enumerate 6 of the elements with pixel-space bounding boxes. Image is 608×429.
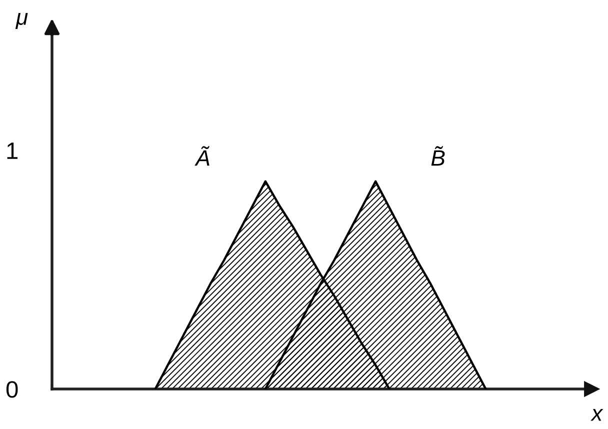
x-axis-title: x — [590, 409, 604, 421]
y-tick-label: 1 — [7, 142, 18, 159]
text: Ã — [194, 146, 210, 166]
y-axis-title: μ — [15, 13, 28, 30]
text: B̃ — [431, 146, 445, 166]
y-tick-label: 0 — [6, 381, 18, 398]
